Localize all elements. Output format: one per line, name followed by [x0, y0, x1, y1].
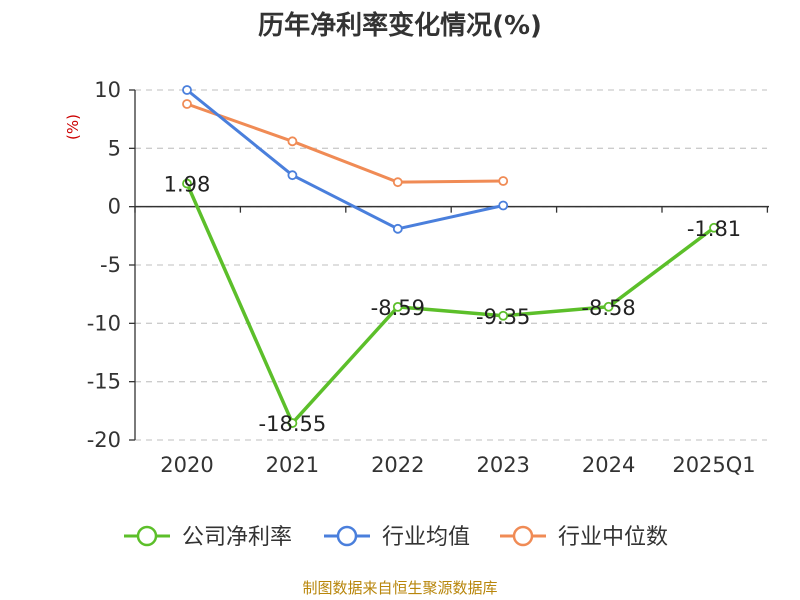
x-tick-label: 2025Q1: [672, 453, 755, 477]
legend-label: 行业中位数: [558, 525, 668, 550]
y-tick-label: -10: [87, 311, 121, 335]
axes: 10 5 0 -5 -10 -15 -20 2020 2021 2022 2023 2024 2025Q…: [87, 78, 769, 477]
data-point: [498, 200, 509, 211]
y-tick-label: 5: [108, 136, 121, 160]
data-label: 1.98: [164, 173, 211, 197]
data-point: [182, 178, 192, 189]
data-point: [392, 223, 403, 234]
x-tick-label: 2020: [160, 453, 213, 477]
y-tick-label: -20: [87, 428, 121, 452]
legend: 公司净利率 行业均值 行业中位数: [124, 525, 668, 550]
legend-label: 公司净利率: [182, 525, 292, 550]
legend-marker: [336, 525, 358, 547]
x-tick-label: 2024: [582, 453, 635, 477]
chart-title: 历年净利率变化情况(%): [258, 10, 542, 41]
legend-item[interactable]: 行业中位数: [500, 525, 668, 550]
data-label: -8.59: [371, 296, 425, 320]
data-point: [287, 418, 298, 428]
y-tick-label: -5: [100, 253, 121, 277]
x-tick-label: 2022: [371, 453, 424, 477]
legend-item[interactable]: 行业均值: [324, 525, 470, 550]
data-point: [498, 176, 509, 186]
data-point: [603, 301, 614, 312]
data-label: -8.58: [581, 296, 635, 320]
series-line: [186, 88, 504, 231]
legend-marker: [512, 525, 534, 547]
data-label: -9.35: [476, 305, 530, 329]
grid-lines: [135, 89, 767, 441]
legend-marker: [136, 525, 158, 547]
legend-label: 行业均值: [382, 525, 470, 550]
data-label: -18.55: [259, 412, 327, 436]
series-line: [185, 182, 716, 425]
y-tick-label: 0: [108, 195, 121, 219]
data-point: [287, 170, 298, 181]
data-point: [182, 85, 192, 95]
data-point: [392, 301, 403, 312]
data-point: [392, 177, 403, 188]
series-lines: [182, 85, 719, 428]
x-tick-label: 2023: [476, 453, 529, 477]
y-tick-label: 10: [94, 78, 121, 102]
y-axis-unit-label: (%): [64, 114, 82, 140]
data-point: [287, 136, 298, 147]
data-point: [498, 310, 509, 321]
data-label: -1.81: [687, 217, 741, 241]
data-source-note: 制图数据来自恒生聚源数据库: [302, 579, 497, 597]
data-point: [709, 222, 719, 233]
y-tick-label: -15: [87, 370, 121, 394]
series-line: [186, 102, 504, 184]
data-point: [182, 99, 192, 109]
legend-item[interactable]: 公司净利率: [124, 525, 292, 550]
data-labels: 1.98 -18.55 -8.59 -9.35 -8.58 -1.81: [164, 173, 742, 437]
x-tick-label: 2021: [266, 453, 319, 477]
